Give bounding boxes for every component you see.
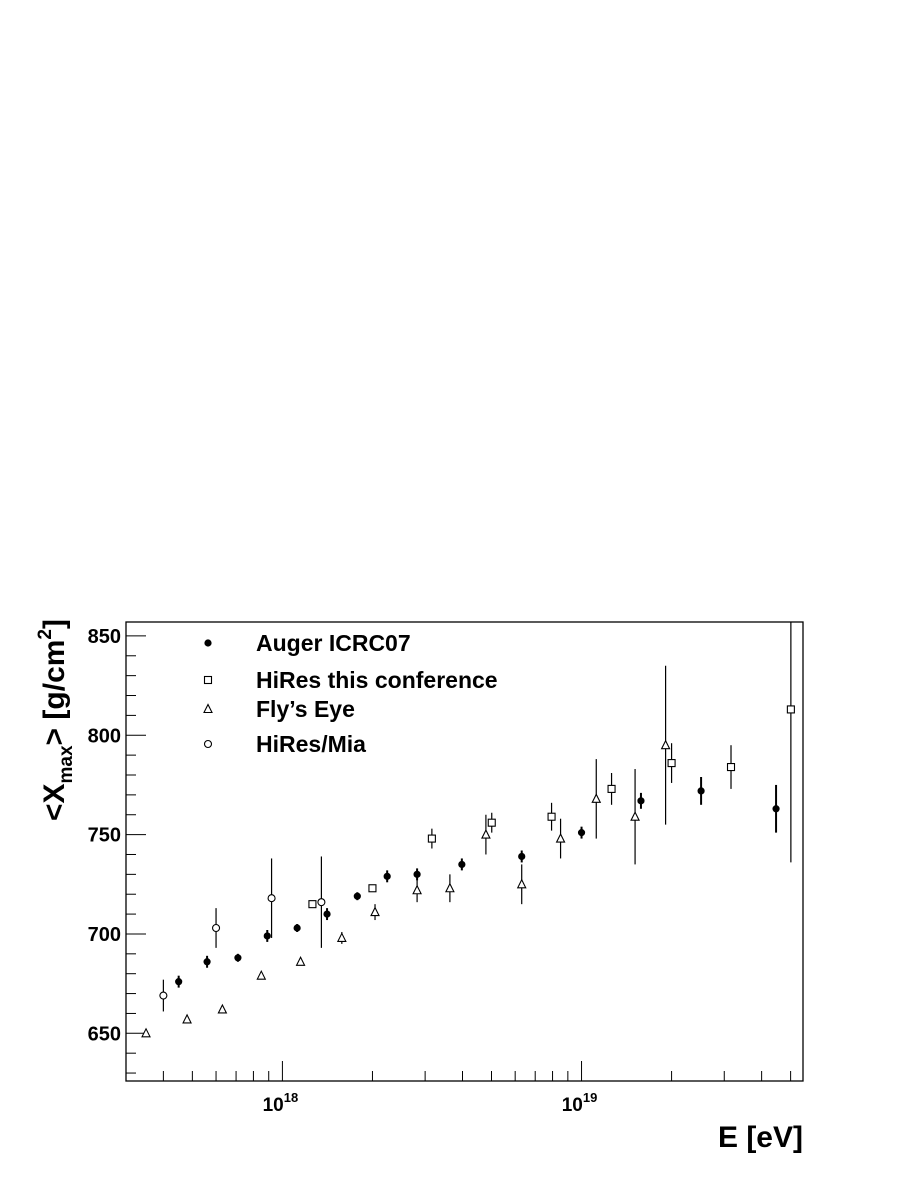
data-point-hires-this-conference	[547, 812, 556, 821]
data-point-auger-icrc07	[234, 954, 242, 962]
data-point-fly-s-eye	[182, 1013, 192, 1024]
data-point-auger-icrc07	[772, 805, 780, 813]
y-tick-label: 800	[88, 725, 121, 747]
legend-marker-hires-this-conference	[203, 675, 213, 685]
data-point-hires-this-conference	[487, 818, 496, 827]
y-axis-label: <Xmax> [g/cm2]	[35, 619, 77, 821]
legend-label-auger-icrc07: Auger ICRC07	[256, 630, 411, 656]
data-point-hires-this-conference	[607, 784, 616, 793]
data-point-fly-s-eye	[555, 832, 566, 843]
x-tick-label: 1019	[562, 1090, 598, 1116]
data-point-fly-s-eye	[336, 932, 347, 942]
data-point-hires-this-conference	[786, 705, 795, 714]
data-point-auger-icrc07	[577, 829, 586, 837]
x-tick-labels: 1018 1019	[263, 1090, 598, 1116]
data-point-auger-icrc07	[383, 872, 391, 880]
data-point-fly-s-eye	[412, 884, 422, 895]
data-point-auger-icrc07	[263, 932, 271, 940]
data-point-hires-this-conference	[667, 759, 676, 768]
legend: Auger ICRC07 HiRes this conference Fly’s E…	[203, 630, 498, 757]
data-point-auger-icrc07	[353, 892, 361, 900]
y-tick-label: 700	[88, 924, 121, 946]
data-point-auger-icrc07	[518, 852, 526, 861]
legend-marker-hires-mia	[203, 739, 213, 749]
data-point-auger-icrc07	[458, 860, 466, 869]
data-point-auger-icrc07	[697, 787, 705, 795]
data-markers	[141, 705, 795, 1038]
plot-frame	[125, 621, 804, 1082]
data-point-hires-this-conference	[726, 763, 736, 772]
data-point-fly-s-eye	[370, 906, 380, 917]
data-point-auger-icrc07	[413, 870, 421, 878]
data-point-hires-this-conference	[427, 834, 436, 843]
data-point-fly-s-eye	[591, 793, 602, 803]
data-point-fly-s-eye	[516, 878, 527, 889]
y-tick-label: 850	[88, 626, 121, 648]
data-point-auger-icrc07	[203, 958, 211, 966]
legend-marker-auger-icrc07	[204, 639, 212, 647]
axis-ticks	[125, 635, 792, 1081]
data-point-fly-s-eye	[141, 1027, 151, 1038]
y-tick-labels: 650 700 750 800 850	[88, 626, 121, 1045]
data-point-fly-s-eye	[660, 739, 671, 750]
data-point-fly-s-eye	[630, 810, 640, 821]
data-point-auger-icrc07	[637, 797, 645, 805]
data-point-auger-icrc07	[293, 924, 301, 932]
data-point-auger-icrc07	[175, 978, 183, 986]
y-tick-label: 650	[88, 1023, 121, 1045]
legend-label-hires-mia: HiRes/Mia	[256, 731, 366, 757]
legend-label-fly-s-eye: Fly’s Eye	[256, 696, 355, 722]
data-point-hires-mia	[267, 894, 276, 903]
data-point-auger-icrc07	[323, 910, 331, 918]
data-point-hires-mia	[211, 923, 221, 933]
data-point-fly-s-eye	[445, 882, 455, 893]
y-tick-label: 750	[88, 825, 121, 847]
legend-label-hires-this-conference: HiRes this conference	[256, 667, 498, 693]
x-tick-label: 1018	[263, 1090, 299, 1116]
data-point-fly-s-eye	[217, 1003, 228, 1014]
data-point-fly-s-eye	[295, 956, 306, 966]
data-point-fly-s-eye	[481, 828, 491, 839]
data-point-hires-this-conference	[368, 884, 377, 893]
x-axis-label: E [eV]	[718, 1121, 803, 1154]
legend-marker-fly-s-eye	[203, 703, 213, 714]
data-point-hires-this-conference	[308, 900, 317, 909]
data-point-hires-mia	[317, 898, 326, 907]
data-point-hires-mia	[159, 991, 168, 1000]
data-point-fly-s-eye	[256, 969, 267, 980]
